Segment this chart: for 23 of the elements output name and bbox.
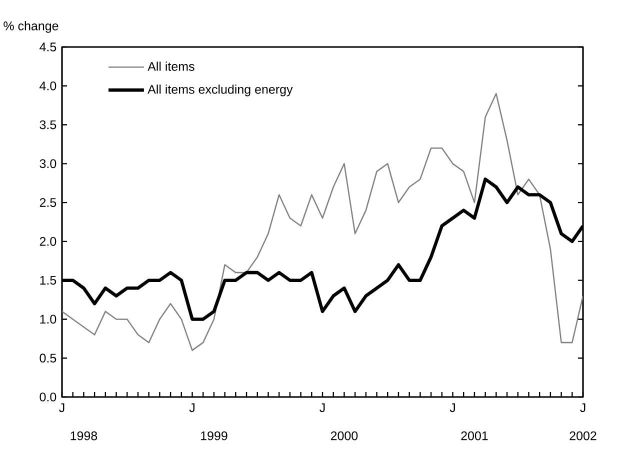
x-tick-label: J	[189, 403, 194, 412]
y-tick-label: 0.5	[40, 354, 56, 363]
x-tick-label: J	[580, 403, 586, 412]
y-tick-label: 4.5	[40, 42, 56, 52]
x2-tick-label: 1999	[201, 431, 228, 440]
y-tick-label: 0.0	[40, 392, 56, 402]
y-tick-label: 2.5	[40, 198, 56, 207]
legend-label: All items excluding energy	[148, 84, 293, 96]
y-tick-label: 3.0	[40, 159, 56, 168]
y-axis-title: % change	[4, 21, 58, 33]
legend-label: All items	[148, 62, 194, 71]
y-tick-label: 3.5	[40, 120, 56, 130]
y-tick-label: 1.5	[40, 276, 56, 285]
x2-tick-label: 2000	[330, 431, 358, 440]
y-tick-label: 2.0	[40, 237, 56, 246]
x2-tick-label: 2001	[461, 431, 488, 440]
x2-tick-label: 2002	[570, 431, 596, 440]
x-tick-label: J	[450, 403, 455, 412]
x-tick-label: J	[59, 403, 64, 412]
y-tick-label: 1.0	[40, 314, 56, 324]
x-tick-label: J	[320, 403, 325, 412]
x2-tick-label: 1998	[70, 431, 98, 440]
y-tick-label: 4.0	[40, 81, 56, 90]
